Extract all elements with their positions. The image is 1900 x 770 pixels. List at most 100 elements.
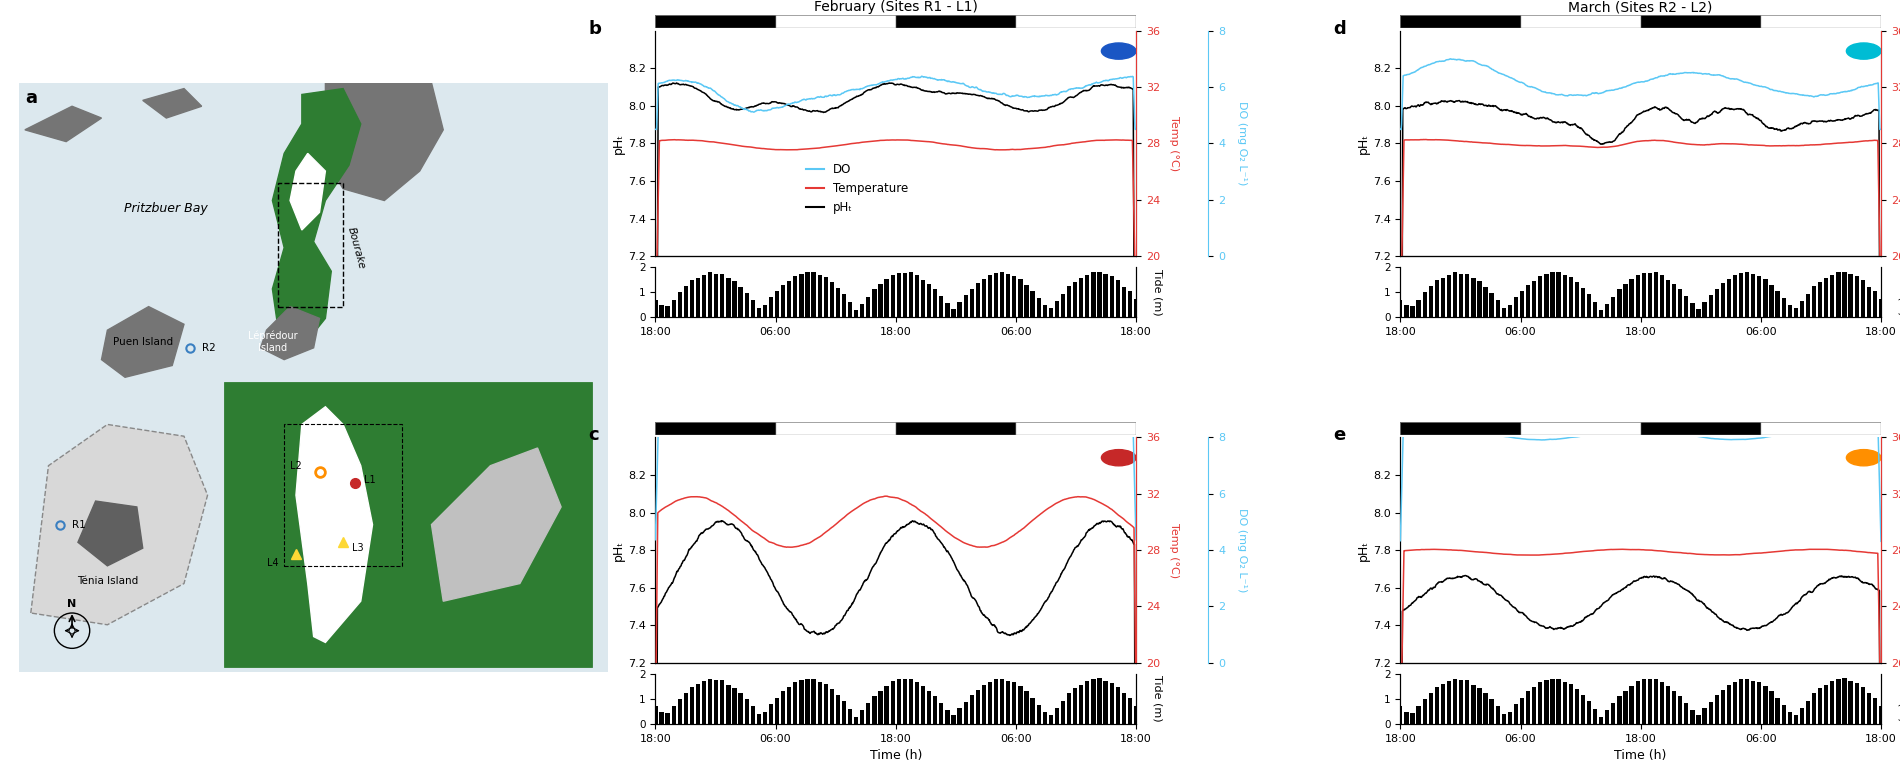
- Bar: [994, 273, 998, 317]
- Bar: [1879, 705, 1883, 724]
- Bar: [1761, 422, 1881, 435]
- Bar: [1121, 286, 1127, 317]
- Bar: [977, 283, 980, 317]
- Bar: [927, 691, 931, 724]
- Bar: [1586, 701, 1590, 724]
- Bar: [1060, 294, 1066, 317]
- Bar: [811, 679, 815, 724]
- Bar: [1642, 15, 1761, 28]
- Y-axis label: pHₜ: pHₜ: [1357, 133, 1370, 154]
- Bar: [842, 701, 846, 724]
- Bar: [908, 679, 914, 724]
- Bar: [878, 691, 884, 724]
- Bar: [1683, 702, 1689, 724]
- Bar: [1459, 680, 1463, 724]
- Bar: [1586, 294, 1590, 317]
- Bar: [1666, 280, 1670, 317]
- Bar: [895, 422, 1017, 435]
- Bar: [1074, 688, 1077, 724]
- Bar: [1879, 299, 1883, 317]
- Bar: [1013, 276, 1016, 317]
- Bar: [847, 302, 853, 317]
- Bar: [665, 713, 669, 724]
- Bar: [1849, 274, 1852, 317]
- Bar: [1761, 15, 1881, 28]
- Bar: [1017, 422, 1136, 435]
- Bar: [1636, 681, 1640, 724]
- Bar: [226, 383, 591, 666]
- Bar: [952, 715, 956, 724]
- Bar: [891, 681, 895, 724]
- Bar: [922, 280, 925, 317]
- Bar: [1434, 687, 1438, 724]
- Bar: [739, 693, 743, 724]
- Bar: [1575, 689, 1579, 724]
- Bar: [872, 289, 876, 317]
- Bar: [720, 274, 724, 317]
- Bar: [1043, 305, 1047, 317]
- Bar: [1794, 308, 1797, 317]
- Bar: [1758, 682, 1761, 724]
- Polygon shape: [272, 89, 361, 348]
- Circle shape: [1102, 450, 1136, 466]
- Bar: [946, 710, 950, 724]
- Bar: [1550, 679, 1554, 724]
- Bar: [709, 679, 712, 724]
- Y-axis label: Temp (°C): Temp (°C): [1168, 523, 1180, 578]
- Bar: [853, 717, 859, 724]
- Text: d: d: [1334, 19, 1345, 38]
- Bar: [1758, 276, 1761, 317]
- Bar: [792, 276, 798, 317]
- Bar: [1600, 310, 1604, 317]
- Bar: [671, 300, 676, 317]
- Bar: [695, 277, 699, 317]
- Bar: [750, 300, 754, 317]
- Bar: [1575, 283, 1579, 317]
- Bar: [1514, 704, 1518, 724]
- Title: March (Sites R2 - L2): March (Sites R2 - L2): [1569, 0, 1714, 15]
- Bar: [1490, 699, 1493, 724]
- Bar: [836, 288, 840, 317]
- Bar: [969, 695, 975, 724]
- Text: L4: L4: [266, 558, 277, 568]
- Bar: [908, 273, 914, 317]
- Bar: [830, 689, 834, 724]
- Bar: [1854, 276, 1858, 317]
- Bar: [1647, 273, 1651, 317]
- Bar: [1074, 282, 1077, 317]
- Bar: [1556, 679, 1560, 724]
- Bar: [1545, 273, 1548, 317]
- Bar: [861, 710, 864, 724]
- Bar: [1495, 300, 1499, 317]
- Bar: [1398, 706, 1402, 724]
- Polygon shape: [314, 82, 443, 200]
- Bar: [745, 699, 749, 724]
- Bar: [1400, 422, 1520, 435]
- Bar: [1788, 305, 1792, 317]
- Bar: [982, 279, 986, 317]
- Title: February (Sites R1 - L1): February (Sites R1 - L1): [813, 0, 978, 15]
- Bar: [1043, 712, 1047, 724]
- Bar: [1520, 698, 1524, 724]
- Bar: [665, 306, 669, 317]
- Bar: [1744, 678, 1750, 724]
- X-axis label: Time (h): Time (h): [1615, 749, 1666, 762]
- Bar: [1465, 274, 1469, 317]
- Bar: [1049, 308, 1053, 317]
- Bar: [1520, 291, 1524, 317]
- Bar: [1037, 705, 1041, 724]
- Bar: [1830, 681, 1835, 724]
- Bar: [1799, 301, 1803, 317]
- Bar: [853, 310, 859, 317]
- Bar: [1592, 708, 1598, 724]
- Bar: [811, 273, 815, 317]
- Bar: [1129, 292, 1132, 317]
- Bar: [1763, 686, 1767, 724]
- Bar: [939, 702, 944, 724]
- Polygon shape: [291, 153, 325, 230]
- Bar: [1581, 288, 1585, 317]
- Bar: [939, 296, 944, 317]
- Y-axis label: Tide (m): Tide (m): [1898, 675, 1900, 722]
- Bar: [1824, 278, 1828, 317]
- Bar: [1526, 691, 1530, 724]
